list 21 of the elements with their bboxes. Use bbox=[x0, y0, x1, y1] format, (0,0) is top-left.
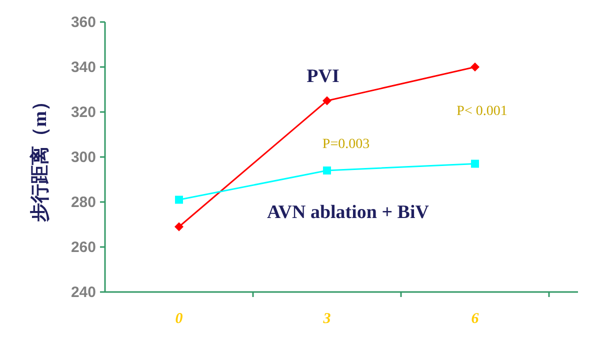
annotation: P=0.003 bbox=[322, 137, 370, 152]
point bbox=[175, 196, 183, 204]
point bbox=[470, 62, 480, 72]
y-tick-label: 240 bbox=[70, 284, 96, 301]
annotation: P< 0.001 bbox=[456, 104, 508, 119]
y-tick-label: 320 bbox=[70, 104, 96, 121]
series-label: AVN ablation + BiV bbox=[267, 202, 430, 223]
y-tick-label: 340 bbox=[70, 59, 96, 76]
point bbox=[174, 222, 184, 232]
y-axis-title: 步行距离（m） bbox=[29, 92, 51, 223]
point bbox=[323, 166, 331, 174]
y-tick-label: 300 bbox=[70, 149, 96, 166]
series-label: PVI bbox=[306, 66, 340, 87]
x-tick-label: 6 bbox=[471, 311, 480, 327]
point bbox=[471, 160, 479, 168]
point bbox=[322, 96, 332, 106]
x-tick-label: 0 bbox=[175, 311, 184, 327]
y-tick-label: 260 bbox=[70, 239, 96, 256]
y-tick-label: 360 bbox=[70, 14, 96, 31]
y-tick-label: 280 bbox=[70, 194, 96, 211]
x-tick-label: 3 bbox=[322, 311, 332, 327]
